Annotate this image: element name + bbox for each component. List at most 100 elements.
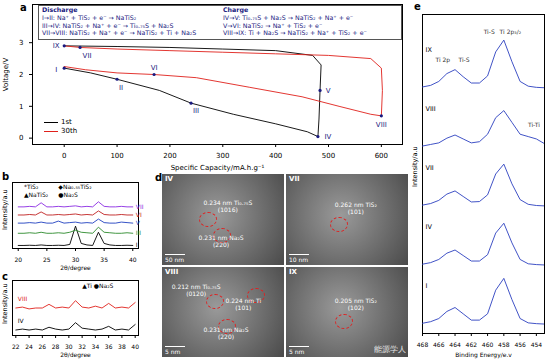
svg-text:I: I xyxy=(136,241,138,248)
html-text:Intensity/a.u: Intensity/a.u xyxy=(1,283,9,324)
html-text:Intensity/a.u: Intensity/a.u xyxy=(1,189,9,231)
html-text:0.212 nm Ti₀.₇₅S (0120): 0.212 nm Ti₀.₇₅S (0120) xyxy=(171,282,221,297)
svg-text:I: I xyxy=(426,282,428,290)
html-text:30th: 30th xyxy=(61,127,78,135)
svg-text:I: I xyxy=(55,66,57,74)
svg-text:VII: VII xyxy=(136,203,144,210)
svg-text:40: 40 xyxy=(131,343,139,350)
svg-text:458: 458 xyxy=(498,341,510,348)
svg-text:30: 30 xyxy=(72,256,80,263)
html-text:a: a xyxy=(20,2,27,13)
html-text:Intensity/a.u: Intensity/a.u xyxy=(411,146,419,187)
html-text:0.231 nm Na₂S (220): 0.231 nm Na₂S (220) xyxy=(198,233,244,248)
svg-text:▲Ti ●Na₂S: ▲Ti ●Na₂S xyxy=(82,282,113,289)
html-text:IX: IX xyxy=(289,267,297,276)
svg-text:456: 456 xyxy=(514,341,526,348)
html-text:能源学人: 能源学人 xyxy=(374,345,406,354)
html-text:0.205 nm TiS₂ (102): 0.205 nm TiS₂ (102) xyxy=(334,297,377,312)
html-text:0.231 nm Na₂S (220): 0.231 nm Na₂S (220) xyxy=(203,326,249,341)
svg-text:500: 500 xyxy=(322,152,335,160)
svg-text:2θ/degree: 2θ/degree xyxy=(60,264,91,272)
html-text:I→II: Na⁺ + TiS₂ + e⁻ → NaTiS₂: I→II: Na⁺ + TiS₂ + e⁻ → NaTiS₂ xyxy=(42,13,137,21)
svg-text:IV: IV xyxy=(18,317,25,324)
svg-text:3: 3 xyxy=(19,39,23,47)
svg-text:III: III xyxy=(193,107,199,115)
html-text:VII→VIII: NaTiS₂ + Na⁺ + e⁻ →: VII→VIII: NaTiS₂ + Na⁺ + e⁻ → NaTiS₂ + T… xyxy=(42,29,197,37)
svg-text:III: III xyxy=(136,229,142,236)
html-text:0.224 nm Ti (101): 0.224 nm Ti (101) xyxy=(225,297,262,312)
svg-text:Ti 2p₃/₂: Ti 2p₃/₂ xyxy=(499,28,522,36)
svg-text:462: 462 xyxy=(466,341,478,348)
svg-text:IX: IX xyxy=(53,42,60,50)
html-text:Discharge: Discharge xyxy=(42,6,78,13)
html-text:VII: VII xyxy=(289,175,300,183)
svg-text:IV: IV xyxy=(426,223,433,231)
svg-text:Ti-S: Ti-S xyxy=(457,56,469,63)
html-text:V→VI: NaTiS₂ → Na⁺ + TiS₂ + e⁻: V→VI: NaTiS₂ → Na⁺ + TiS₂ + e⁻ xyxy=(223,21,323,29)
svg-text:28: 28 xyxy=(52,343,60,350)
svg-text:35: 35 xyxy=(100,256,108,263)
html-text:0.234 nm Ti₀.₇₅S (1016): 0.234 nm Ti₀.₇₅S (1016) xyxy=(203,199,253,214)
html-text:VIII→IX: Ti + Na₂S → NaTiS₂ +: VIII→IX: Ti + Na₂S → NaTiS₂ + Na⁺ + TiS₂… xyxy=(223,29,367,37)
svg-text:2θ/degree: 2θ/degree xyxy=(60,351,91,359)
svg-text:40: 40 xyxy=(129,256,137,263)
html-text:0.262 nm TiS₂ (101): 0.262 nm TiS₂ (101) xyxy=(334,201,377,216)
svg-text:24: 24 xyxy=(25,343,33,350)
svg-text:100: 100 xyxy=(110,152,123,160)
svg-text:Ti 2p: Ti 2p xyxy=(434,56,450,64)
svg-text:468: 468 xyxy=(417,341,429,348)
html-text:Charge: Charge xyxy=(223,6,249,13)
html-text:b: b xyxy=(2,171,10,182)
svg-text:*TiS₂: *TiS₂ xyxy=(24,183,39,190)
html-text:VIII: VIII xyxy=(165,267,179,276)
svg-text:V: V xyxy=(136,219,141,226)
svg-text:Ti-S: Ti-S xyxy=(483,28,495,35)
svg-text:IV: IV xyxy=(324,133,331,141)
svg-text:20: 20 xyxy=(14,256,22,263)
svg-text:0: 0 xyxy=(19,134,23,142)
html-text:10 nm: 10 nm xyxy=(289,255,309,263)
svg-text:0: 0 xyxy=(62,152,66,160)
html-text:e: e xyxy=(414,1,421,12)
svg-text:34: 34 xyxy=(92,343,100,350)
html-text:IV→V: Ti₀.₇₅S + Na₂S → NaTiS₂: IV→V: Ti₀.₇₅S + Na₂S → NaTiS₂ + Na⁺ + e⁻ xyxy=(223,13,354,21)
svg-text:VII: VII xyxy=(83,52,92,60)
html-text:III→IV: NaTiS₂ + Na⁺ + e⁻ → Ti: III→IV: NaTiS₂ + Na⁺ + e⁻ → Ti₀.₇₅S + Na… xyxy=(42,21,174,29)
svg-text:Voltage/V: Voltage/V xyxy=(2,58,10,92)
svg-text:Ti-Ti: Ti-Ti xyxy=(527,121,540,128)
svg-text:36: 36 xyxy=(105,343,113,350)
svg-text:VI: VI xyxy=(136,211,142,218)
html-text:1st: 1st xyxy=(61,118,72,126)
html-text:50 nm: 50 nm xyxy=(165,255,185,263)
svg-text:400: 400 xyxy=(269,152,282,160)
svg-text:32: 32 xyxy=(78,343,86,350)
svg-text:460: 460 xyxy=(482,341,494,348)
svg-text:30: 30 xyxy=(65,343,73,350)
svg-text:Binding Energy/e.v: Binding Energy/e.v xyxy=(455,351,512,359)
svg-text:22: 22 xyxy=(12,343,20,350)
svg-text:1: 1 xyxy=(19,103,23,111)
svg-text:600: 600 xyxy=(375,152,388,160)
svg-text:VIII: VIII xyxy=(18,295,28,302)
svg-text:●Na₂S: ●Na₂S xyxy=(58,191,78,198)
svg-text:200: 200 xyxy=(163,152,176,160)
svg-text:▲NaTiS₂: ▲NaTiS₂ xyxy=(24,191,49,198)
svg-text:25: 25 xyxy=(43,256,51,263)
svg-text:300: 300 xyxy=(216,152,229,160)
svg-text:466: 466 xyxy=(433,341,445,348)
svg-text:26: 26 xyxy=(39,343,47,350)
svg-text:V: V xyxy=(326,87,331,95)
svg-text:Specific Capacity/mA.h.g⁻¹: Specific Capacity/mA.h.g⁻¹ xyxy=(171,164,265,172)
svg-text:464: 464 xyxy=(449,341,461,348)
html-text:d IV: d IV xyxy=(155,172,173,183)
svg-text:VII: VII xyxy=(426,164,434,172)
svg-text:VIII: VIII xyxy=(376,121,387,129)
svg-text:◆Na₀.₅₅TiS₂: ◆Na₀.₅₅TiS₂ xyxy=(58,183,92,190)
svg-text:IX: IX xyxy=(426,46,433,54)
svg-text:2: 2 xyxy=(19,71,23,79)
svg-text:VI: VI xyxy=(151,64,158,72)
svg-text:II: II xyxy=(119,84,123,92)
svg-text:VIII: VIII xyxy=(426,105,436,113)
svg-text:38: 38 xyxy=(118,343,126,350)
svg-text:454: 454 xyxy=(531,341,543,348)
